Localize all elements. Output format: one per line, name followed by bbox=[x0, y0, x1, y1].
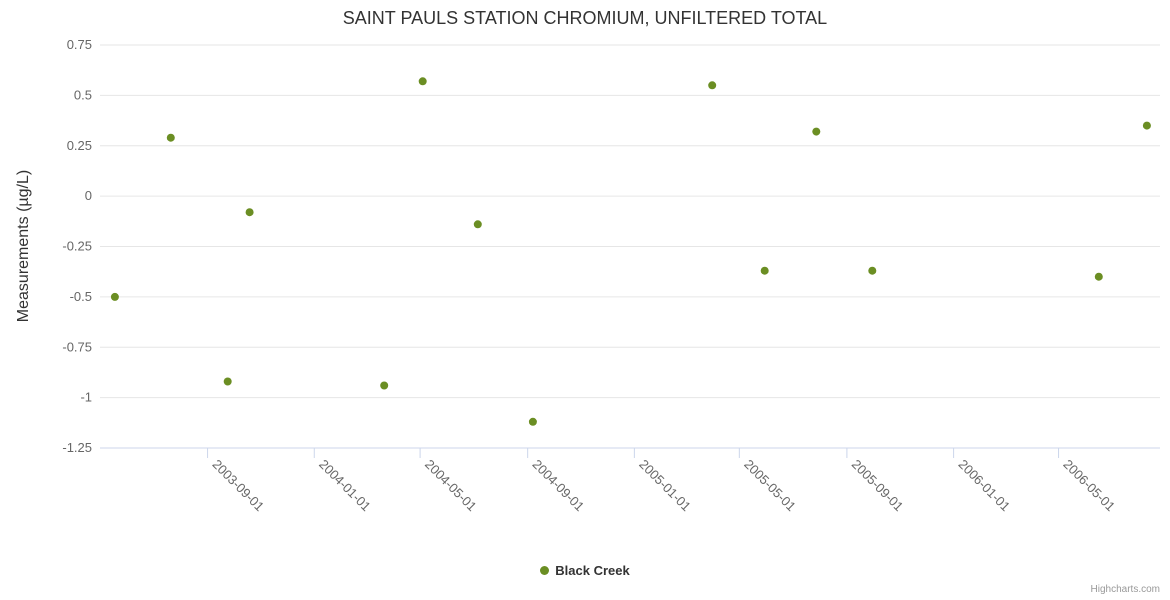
legend-marker-icon bbox=[540, 566, 550, 575]
data-point[interactable] bbox=[708, 81, 717, 90]
data-point[interactable] bbox=[110, 292, 119, 301]
x-tick-label: 2005-09-01 bbox=[849, 457, 907, 515]
data-point[interactable] bbox=[760, 266, 769, 275]
y-tick-label: 0 bbox=[85, 188, 92, 203]
data-point[interactable] bbox=[868, 266, 877, 275]
legend: Black Creek bbox=[0, 563, 1170, 578]
y-tick-label: -0.75 bbox=[62, 339, 92, 354]
data-point[interactable] bbox=[245, 208, 254, 217]
data-point[interactable] bbox=[473, 220, 482, 229]
legend-label: Black Creek bbox=[555, 563, 630, 578]
y-tick-label: 0.75 bbox=[67, 37, 92, 52]
x-tick-label: 2004-09-01 bbox=[530, 457, 588, 515]
y-tick-label: -1.25 bbox=[62, 440, 92, 455]
chart-title: SAINT PAULS STATION CHROMIUM, UNFILTERED… bbox=[342, 8, 828, 28]
data-point[interactable] bbox=[166, 133, 175, 142]
x-tick-label: 2004-05-01 bbox=[422, 457, 480, 515]
data-point[interactable] bbox=[223, 377, 232, 386]
data-point[interactable] bbox=[528, 417, 537, 426]
legend-item-black-creek[interactable]: Black Creek bbox=[540, 563, 630, 578]
x-tick-label: 2003-09-01 bbox=[209, 457, 267, 515]
data-point[interactable] bbox=[418, 77, 427, 86]
y-tick-label: -1 bbox=[80, 390, 92, 405]
data-point[interactable] bbox=[380, 381, 389, 390]
y-tick-label: 0.25 bbox=[67, 138, 92, 153]
y-tick-label: -0.25 bbox=[62, 239, 92, 254]
x-tick-label: 2005-01-01 bbox=[636, 457, 694, 515]
x-tick-label: 2006-01-01 bbox=[955, 457, 1013, 515]
x-tick-label: 2005-05-01 bbox=[741, 457, 799, 515]
data-point[interactable] bbox=[1142, 121, 1151, 130]
data-point[interactable] bbox=[812, 127, 821, 136]
y-tick-label: 0.5 bbox=[74, 87, 92, 102]
x-tick-label: 2006-05-01 bbox=[1060, 457, 1118, 515]
data-point[interactable] bbox=[1094, 272, 1103, 281]
y-tick-label: -0.5 bbox=[70, 289, 92, 304]
highcharts-credits[interactable]: Highcharts.com bbox=[1090, 584, 1160, 595]
x-tick-label: 2004-01-01 bbox=[316, 457, 374, 515]
